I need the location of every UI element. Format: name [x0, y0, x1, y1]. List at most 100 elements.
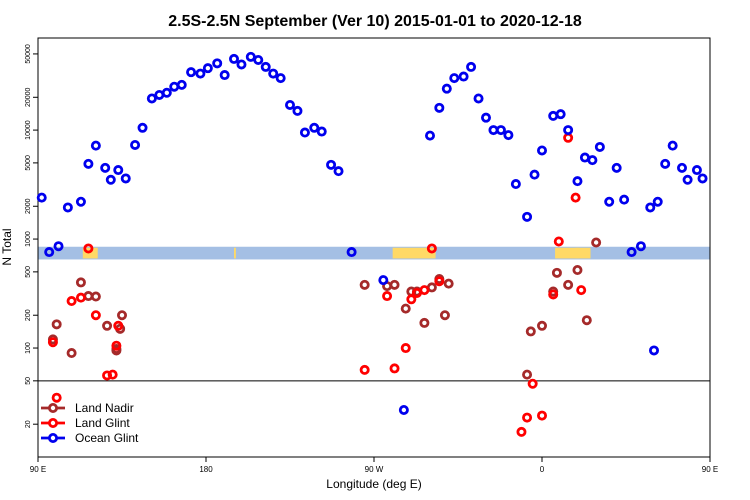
point-ocean-glint: [529, 169, 540, 180]
point-land-glint: [66, 296, 77, 307]
y-axis-label: N Total: [0, 228, 14, 265]
point-ocean-glint: [466, 61, 477, 72]
point-ocean-glint: [130, 139, 141, 150]
point-land-glint: [111, 340, 122, 351]
point-land-glint: [406, 294, 417, 305]
point-ocean-glint: [619, 194, 630, 205]
point-ocean-glint: [83, 158, 94, 169]
point-land-glint: [522, 412, 533, 423]
point-ocean-glint: [113, 165, 124, 176]
point-ocean-glint: [649, 345, 660, 356]
legend-label: Land Glint: [75, 416, 130, 430]
data-points: [36, 51, 708, 437]
point-ocean-glint: [333, 166, 344, 177]
y-tick-label: 50000: [25, 44, 32, 64]
point-land-nadir: [563, 279, 574, 290]
y-tick-label: 2000: [25, 198, 32, 214]
point-ocean-glint: [424, 130, 435, 141]
point-ocean-glint: [212, 58, 223, 69]
point-land-nadir: [439, 310, 450, 321]
chart-title: 2.5S-2.5N September (Ver 10) 2015-01-01 …: [168, 13, 582, 30]
point-land-nadir: [111, 345, 122, 356]
series-ocean-glint: [36, 51, 708, 415]
legend-marker: [48, 402, 59, 413]
point-ocean-glint: [563, 125, 574, 136]
point-land-glint: [113, 320, 124, 331]
point-ocean-glint: [378, 275, 389, 286]
point-ocean-glint: [146, 93, 157, 104]
y-axis: 20 50 100 200 500 1000 2000 5000 10000 20000 50000: [25, 44, 38, 428]
point-land-glint: [90, 310, 101, 321]
series-land-nadir: [47, 237, 602, 380]
y-tick-label: 5000: [25, 155, 32, 171]
legend-marker: [48, 417, 59, 428]
point-ocean-glint: [548, 110, 559, 121]
point-ocean-glint: [260, 61, 271, 72]
point-land-nadir: [591, 237, 602, 248]
point-land-nadir: [551, 267, 562, 278]
point-land-glint: [83, 243, 94, 254]
band-yellow-segment: [555, 247, 591, 259]
point-ocean-glint: [202, 63, 213, 74]
point-land-nadir: [400, 303, 411, 314]
point-ocean-glint: [537, 145, 548, 156]
point-ocean-glint: [522, 211, 533, 222]
y-tick-label: 20000: [25, 87, 32, 107]
point-land-nadir: [572, 265, 583, 276]
point-ocean-glint: [90, 140, 101, 151]
point-ocean-glint: [510, 179, 521, 190]
x-axis-label: Longitude (deg E): [326, 477, 421, 491]
point-land-nadir: [66, 348, 77, 359]
point-land-nadir: [102, 320, 113, 331]
point-ocean-glint: [195, 68, 206, 79]
point-ocean-glint: [652, 196, 663, 207]
point-land-nadir: [443, 278, 454, 289]
y-tick-label: 1000: [25, 231, 32, 247]
point-ocean-glint: [228, 53, 239, 64]
point-ocean-glint: [398, 404, 409, 415]
point-ocean-glint: [284, 99, 295, 110]
point-land-glint: [570, 192, 581, 203]
point-land-nadir: [537, 320, 548, 331]
point-ocean-glint: [309, 122, 320, 133]
point-land-nadir: [75, 277, 86, 288]
point-ocean-glint: [434, 102, 445, 113]
legend-entry-land-glint: Land Glint: [41, 416, 130, 430]
point-land-glint: [359, 364, 370, 375]
legend-label: Land Nadir: [75, 401, 134, 415]
point-ocean-glint: [682, 174, 693, 185]
point-land-glint: [434, 276, 445, 287]
point-ocean-glint: [275, 73, 286, 84]
point-ocean-glint: [697, 173, 708, 184]
point-land-glint: [102, 370, 113, 381]
point-ocean-glint: [299, 127, 310, 138]
x-tick-label: 180: [199, 465, 213, 474]
point-land-glint: [527, 378, 538, 389]
band-blue: [38, 246, 710, 260]
point-ocean-glint: [594, 141, 605, 152]
x-axis: 90 E 180 90 W 0 90 E: [30, 457, 718, 474]
x-tick-label: 90 W: [365, 465, 384, 474]
point-ocean-glint: [268, 68, 279, 79]
point-ocean-glint: [555, 109, 566, 120]
band-yellow-segment: [575, 247, 580, 259]
x-tick-label: 90 E: [30, 465, 46, 474]
point-ocean-glint: [316, 126, 327, 137]
point-land-glint: [576, 285, 587, 296]
point-land-nadir: [525, 326, 536, 337]
point-land-glint: [426, 243, 437, 254]
point-ocean-glint: [161, 87, 172, 98]
point-land-nadir: [581, 315, 592, 326]
band-yellow-segment: [234, 247, 236, 259]
point-ocean-glint: [611, 162, 622, 173]
point-land-nadir: [389, 279, 400, 290]
point-land-glint: [563, 132, 574, 143]
point-ocean-glint: [587, 155, 598, 166]
point-land-glint: [47, 337, 58, 348]
y-tick-label: 20: [25, 420, 32, 428]
point-ocean-glint: [441, 83, 452, 94]
point-ocean-glint: [100, 162, 111, 173]
point-land-nadir: [90, 291, 101, 302]
point-land-glint: [107, 369, 118, 380]
